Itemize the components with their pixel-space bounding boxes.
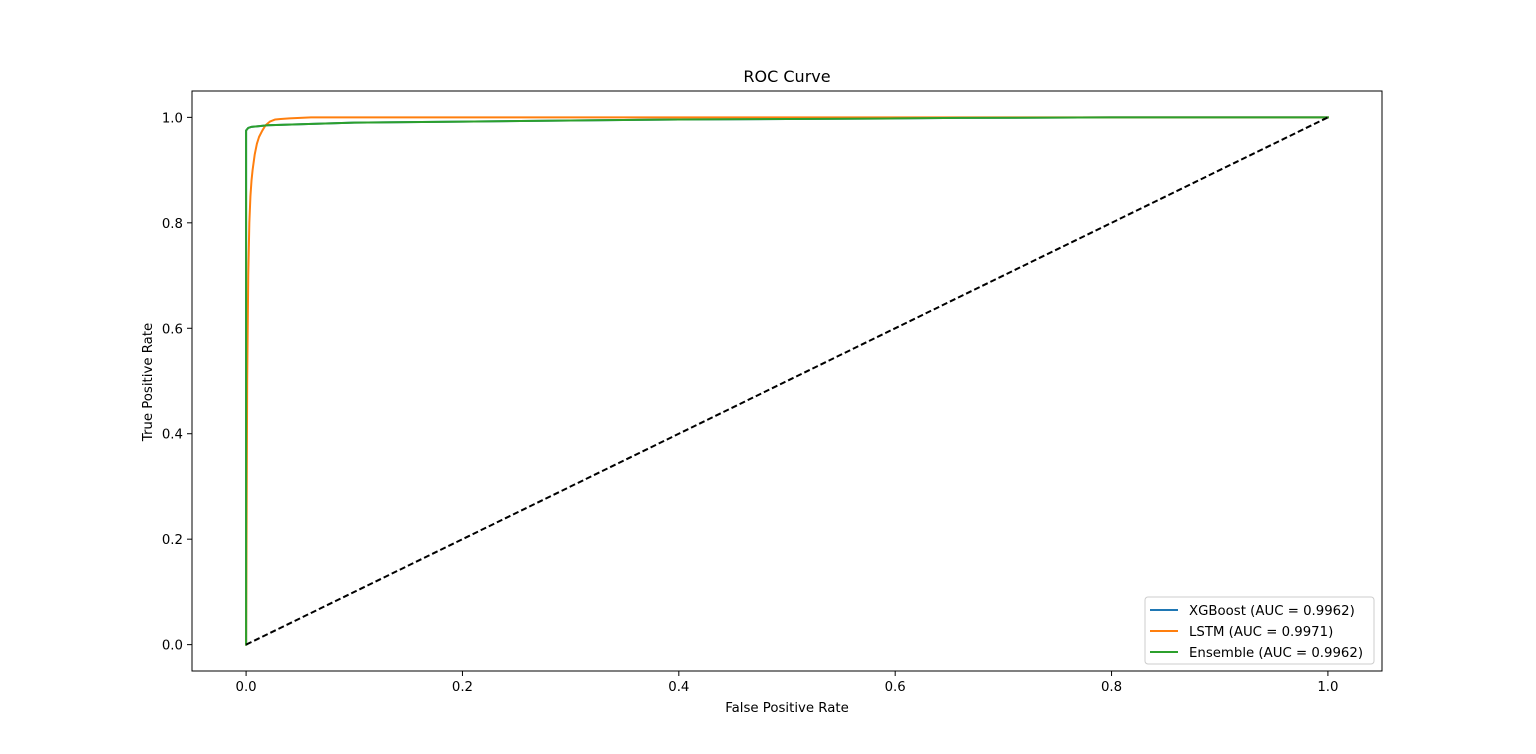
legend-label-1: LSTM (AUC = 0.9971) [1189, 625, 1333, 640]
y-tick-label: 0.4 [162, 428, 183, 443]
x-tick-label: 0.4 [668, 680, 689, 695]
axes-frame [191, 90, 1383, 672]
reference-diagonal-line [245, 116, 1329, 646]
y-tick-label: 0.2 [162, 533, 183, 548]
y-tick-label: 0.6 [162, 322, 183, 337]
y-tick-label: 0.0 [162, 639, 183, 654]
y-axis-ticks: 0.0 0.2 0.4 0.6 0.8 1.0 [162, 111, 192, 654]
x-axis-ticks: 0.0 0.2 0.4 0.6 0.8 1.0 [236, 671, 1338, 695]
y-tick-label: 0.8 [162, 217, 183, 232]
chart-title: ROC Curve [743, 67, 830, 86]
series-line-2 [245, 116, 1329, 646]
x-tick-label: 0.8 [1101, 680, 1122, 695]
x-axis-label: False Positive Rate [725, 701, 849, 716]
x-tick-label: 1.0 [1317, 680, 1338, 695]
legend-label-0: XGBoost (AUC = 0.9962) [1189, 604, 1355, 619]
x-tick-label: 0.2 [452, 680, 473, 695]
legend: XGBoost (AUC = 0.9962) LSTM (AUC = 0.9971… [1144, 596, 1375, 665]
x-tick-label: 0.0 [236, 680, 257, 695]
legend-label-2: Ensemble (AUC = 0.9962) [1189, 646, 1363, 661]
x-tick-label: 0.6 [885, 680, 906, 695]
y-tick-label: 1.0 [162, 111, 183, 126]
y-axis-label: True Positive Rate [141, 323, 156, 442]
legend-box [1144, 596, 1375, 665]
plot-area [191, 90, 1383, 672]
series-line-1 [245, 116, 1329, 646]
